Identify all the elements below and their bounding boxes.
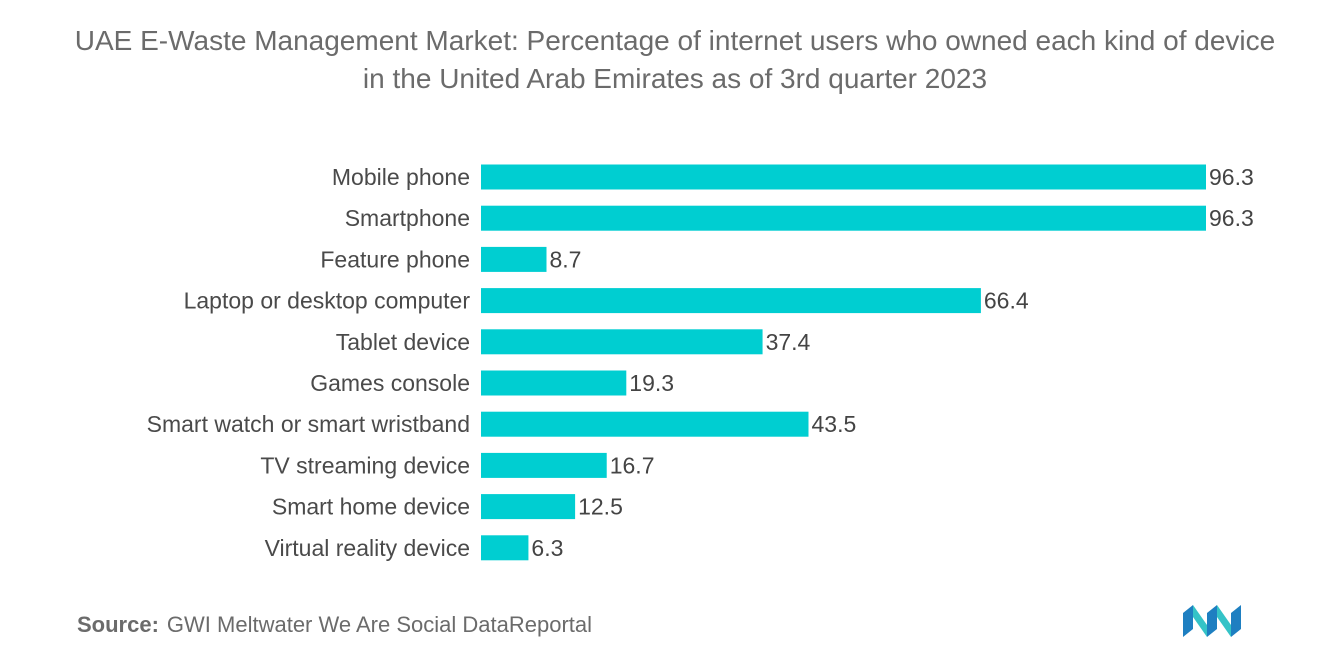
bar <box>481 329 763 355</box>
value-label: 19.3 <box>629 370 674 396</box>
value-label: 96.3 <box>1209 205 1254 231</box>
value-label: 6.3 <box>531 535 563 561</box>
category-label: Mobile phone <box>332 164 470 190</box>
bar <box>481 452 607 478</box>
source-text: GWI Meltwater We Are Social DataReportal <box>166 612 593 637</box>
bar <box>481 494 576 520</box>
bar <box>481 205 1206 231</box>
category-label: Tablet device <box>336 329 470 355</box>
value-label: 96.3 <box>1209 164 1254 190</box>
chart-title: UAE E-Waste Management Market: Percentag… <box>74 25 1276 94</box>
value-label: 12.5 <box>578 494 623 520</box>
bar <box>481 535 529 561</box>
source-label: Source: <box>77 612 159 637</box>
bar <box>481 288 981 314</box>
mordor-intelligence-logo-icon <box>1183 605 1241 637</box>
value-label: 8.7 <box>549 246 581 272</box>
category-label: Smartphone <box>345 205 470 231</box>
category-label: TV streaming device <box>260 452 470 478</box>
category-label: Laptop or desktop computer <box>184 288 471 314</box>
bars-layer: Mobile phone 96.3 Smartphone 96.3 Feature ph… <box>147 164 1254 561</box>
bar-chart: Mobile phone 96.3 Smartphone 96.3 Feature ph… <box>147 164 1254 561</box>
category-label: Feature phone <box>320 246 470 272</box>
value-label: 66.4 <box>984 288 1029 314</box>
category-label: Smart home device <box>272 494 470 520</box>
category-label: Games console <box>310 370 470 396</box>
bar <box>481 164 1206 190</box>
value-label: 37.4 <box>766 329 811 355</box>
bar <box>481 370 627 396</box>
source-note: Source: GWI Meltwater We Are Social DataR… <box>77 612 592 638</box>
category-label: Smart watch or smart wristband <box>147 411 470 437</box>
category-label: Virtual reality device <box>265 535 470 561</box>
value-label: 16.7 <box>610 452 655 478</box>
value-label: 43.5 <box>811 411 856 437</box>
bar <box>481 246 547 272</box>
bar <box>481 411 809 437</box>
